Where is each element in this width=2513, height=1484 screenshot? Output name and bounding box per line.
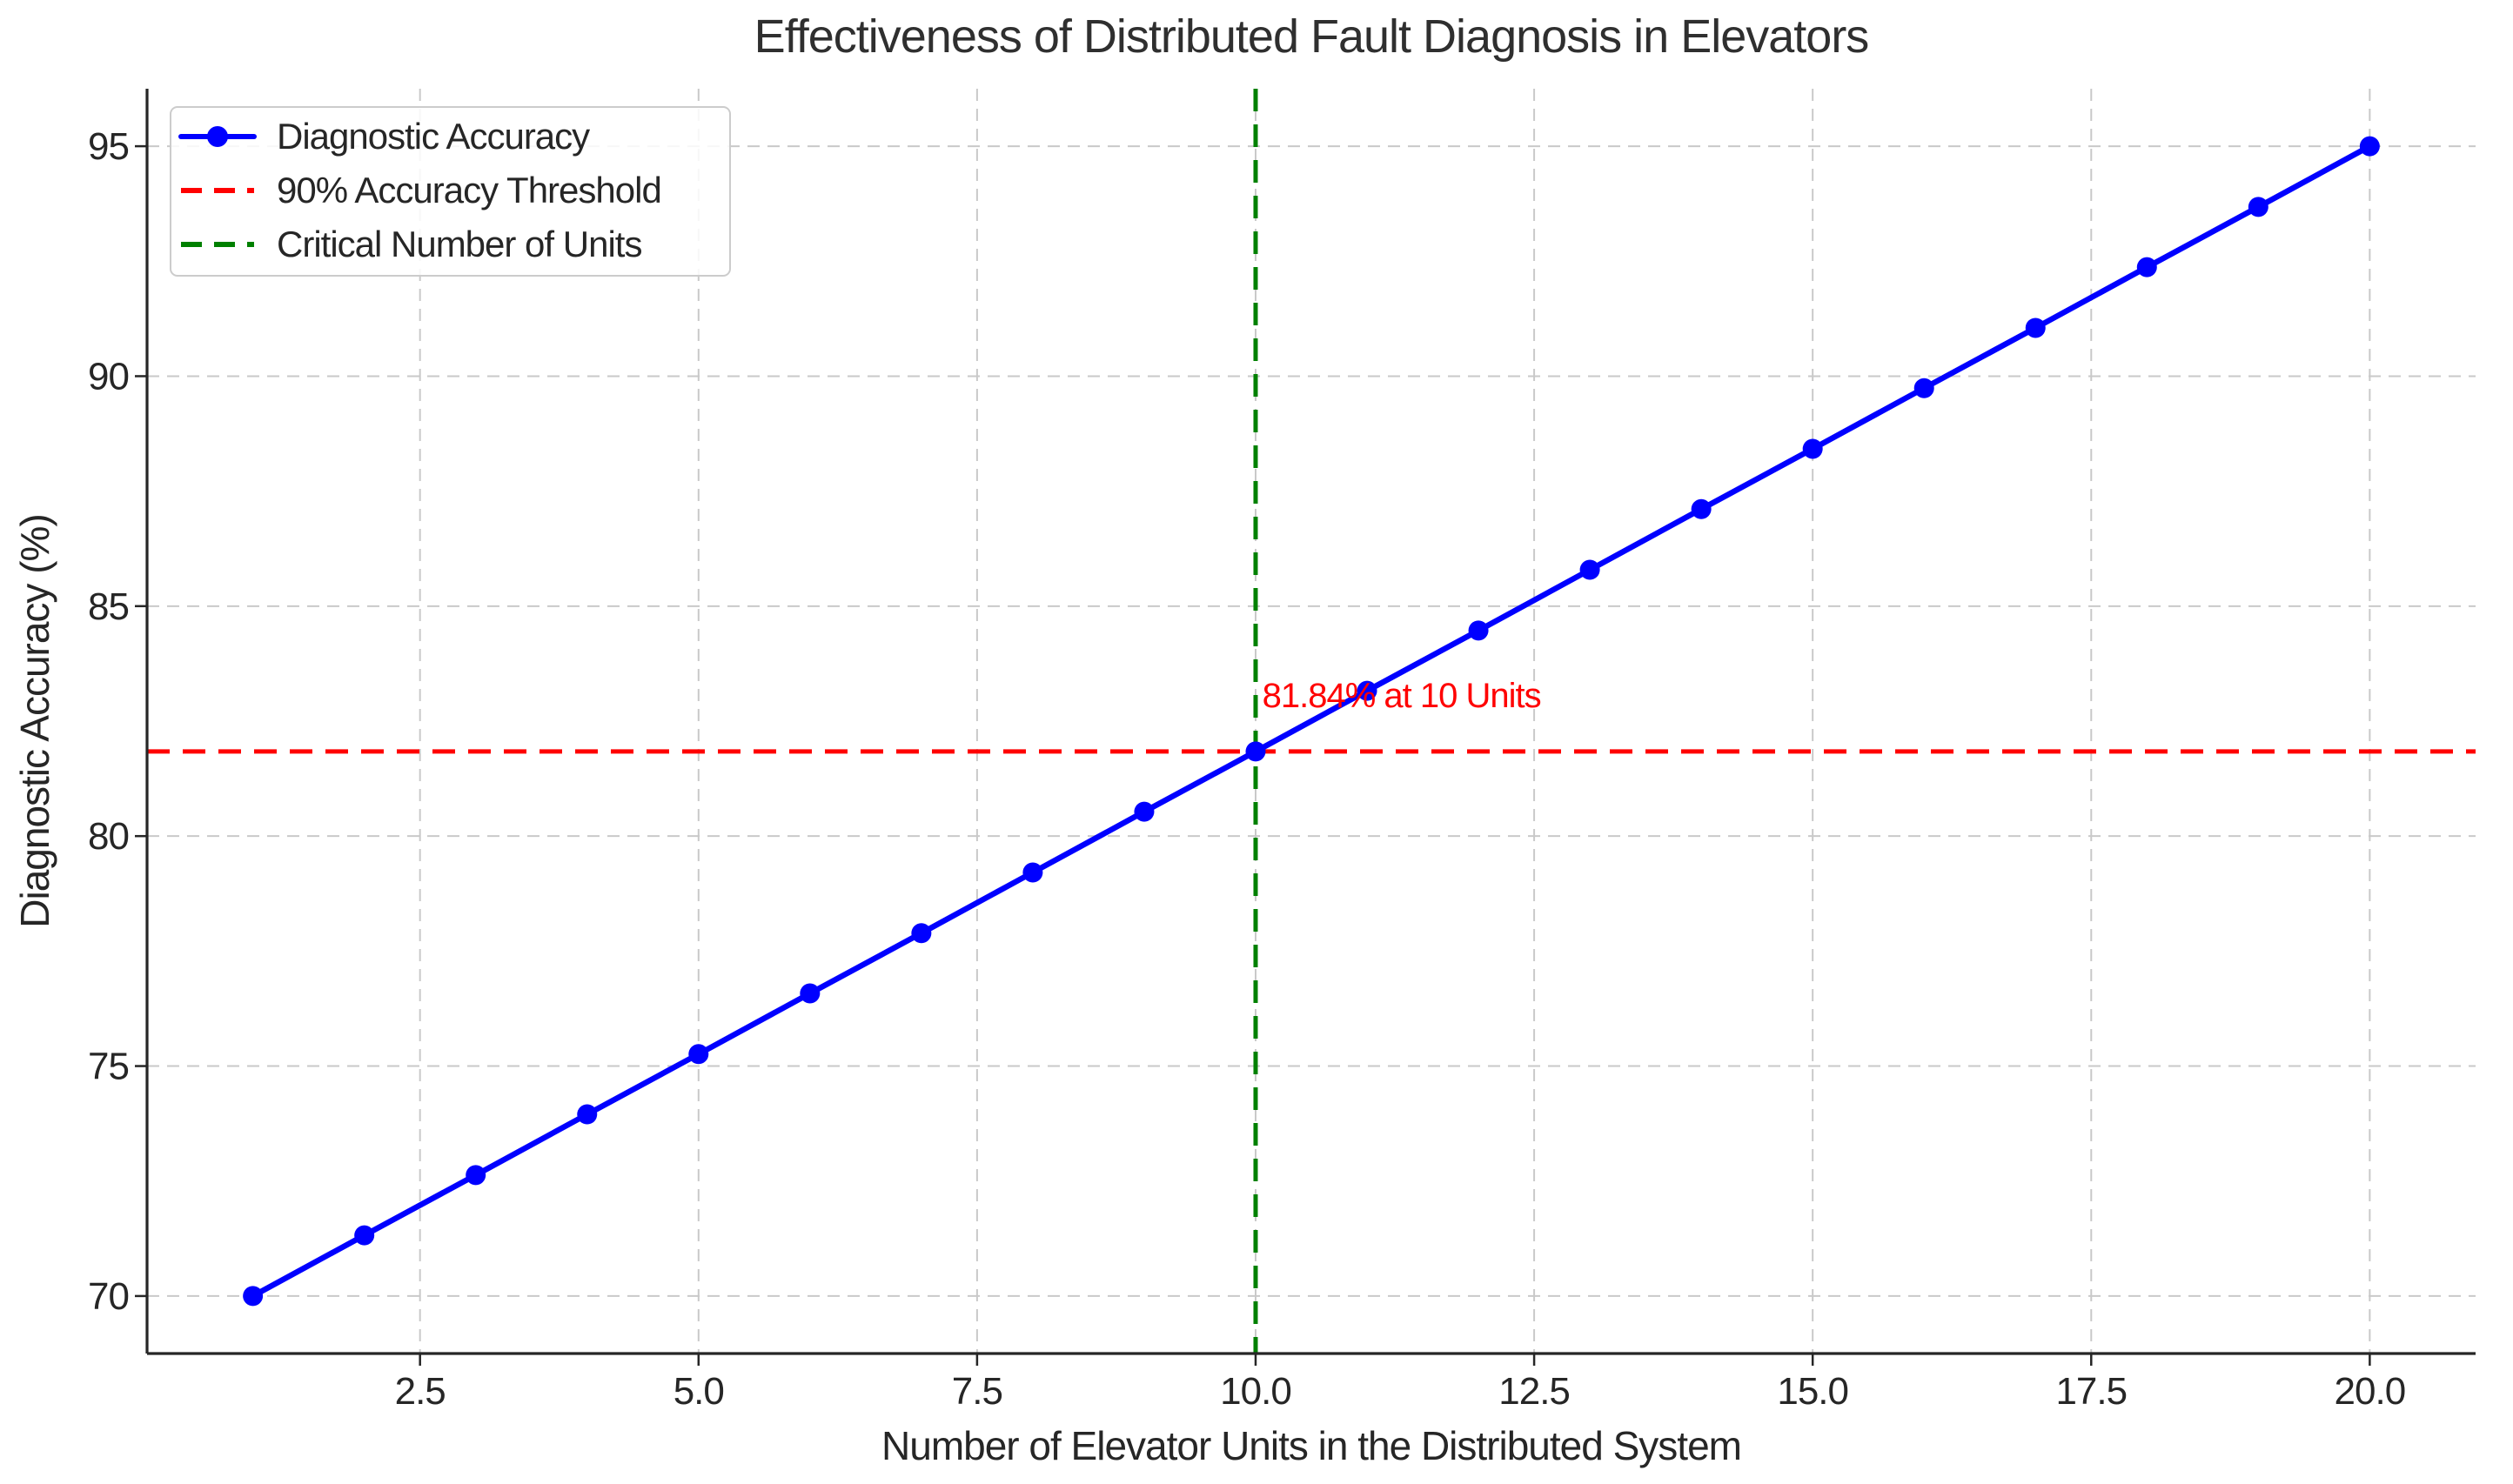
legend: Diagnostic Accuracy 90% Accuracy Thresho…: [170, 106, 731, 277]
x-tick-label: 10.0: [1220, 1370, 1291, 1413]
data-point-marker: [1579, 559, 1600, 580]
legend-item: 90% Accuracy Threshold: [181, 170, 662, 211]
data-point-marker: [800, 983, 821, 1004]
data-point-marker: [688, 1044, 709, 1065]
x-axis-label: Number of Elevator Units in the Distribu…: [881, 1423, 1741, 1468]
data-point-marker: [354, 1225, 375, 1246]
y-tick-label: 70: [88, 1275, 129, 1318]
legend-item-label: Diagnostic Accuracy: [277, 116, 590, 157]
data-point-marker: [1691, 498, 1712, 519]
series-layer: [243, 136, 2380, 1307]
x-tick-label: 20.0: [2335, 1370, 2406, 1413]
data-point-marker: [1022, 862, 1043, 883]
x-tick-label: 12.5: [1498, 1370, 1570, 1413]
data-point-marker: [2025, 318, 2046, 338]
data-point-marker: [1245, 741, 1266, 762]
data-point-marker: [2136, 257, 2157, 277]
y-tick-label: 85: [88, 585, 129, 628]
data-point-marker: [911, 923, 932, 944]
legend-item-label: Critical Number of Units: [277, 224, 641, 264]
legend-item-label: 90% Accuracy Threshold: [277, 170, 661, 211]
chart-title: Effectiveness of Distributed Fault Diagn…: [754, 10, 1869, 63]
tick-labels-layer: 2.5 5.0 7.5 10.0 12.5 15.0 17.5 20.0 70 75 80 85 90 9…: [88, 125, 2406, 1413]
data-point-marker: [1468, 620, 1489, 641]
data-point-marker: [466, 1165, 486, 1186]
reference-lines-layer: [147, 89, 2476, 1354]
legend-marker-sample: [207, 126, 228, 147]
data-point-marker: [577, 1104, 598, 1125]
data-point-marker: [1357, 680, 1377, 701]
x-tick-label: 7.5: [952, 1370, 1002, 1413]
legend-box: [170, 106, 731, 277]
x-tick-label: 2.5: [395, 1370, 446, 1413]
y-axis-label: Diagnostic Accuracy (%): [12, 514, 57, 928]
data-point-marker: [1802, 438, 1823, 459]
x-tick-label: 15.0: [1777, 1370, 1848, 1413]
legend-item: Critical Number of Units: [181, 224, 642, 264]
annotation-label: 81.84% at 10 Units: [1263, 677, 1541, 715]
x-tick-label: 17.5: [2055, 1370, 2127, 1413]
y-tick-label: 95: [88, 125, 129, 168]
data-point-marker: [2359, 136, 2380, 157]
data-point-marker: [1913, 378, 1934, 398]
x-tick-label: 5.0: [673, 1370, 724, 1413]
series-line: [250, 143, 2373, 1300]
y-tick-label: 90: [88, 355, 129, 398]
data-point-marker: [1134, 801, 1155, 822]
axes-layer: [135, 89, 2476, 1366]
y-tick-label: 80: [88, 815, 129, 858]
data-point-marker: [243, 1286, 264, 1307]
data-point-marker: [2248, 197, 2268, 217]
legend-item: Diagnostic Accuracy: [178, 116, 591, 157]
y-tick-label: 75: [88, 1046, 129, 1088]
